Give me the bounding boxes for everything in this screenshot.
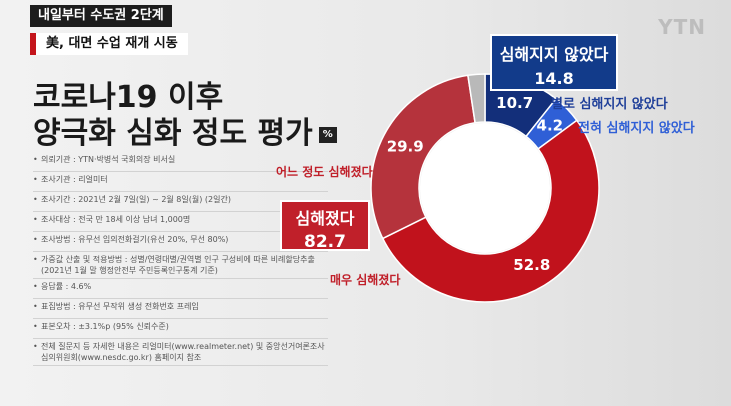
- survey-info-text: 표본오차 : ±3.1%p (95% 신뢰수준): [41, 322, 169, 331]
- bullet-icon: •: [33, 282, 38, 291]
- slice-value-2: 52.8: [513, 256, 550, 274]
- survey-info-row: • 표본오차 : ±3.1%p (95% 신뢰수준): [33, 319, 328, 339]
- slice-3: [370, 74, 476, 240]
- survey-info-row: • 의뢰기관 : YTN·박병석 국회의장 비서실: [33, 152, 328, 172]
- survey-info-row: • 전체 질문지 등 자세한 내용은 리얼미터(www.realmeter.net…: [33, 339, 328, 366]
- bullet-icon: •: [33, 322, 38, 331]
- survey-info-row: • 조사기간 : 2021년 2월 7일(일) ~ 2월 8일(월) (2일간): [33, 192, 328, 212]
- slice-label-1: 전혀 심해지지 않았다: [578, 121, 695, 136]
- group-not-worse-value: 14.8: [534, 69, 574, 88]
- survey-info-text: 조사기간 : 2021년 2월 7일(일) ~ 2월 8일(월) (2일간): [41, 195, 231, 204]
- slice-label-0: 별로 심해지지 않았다: [551, 97, 668, 112]
- bullet-icon: •: [33, 235, 38, 244]
- group-not-worse-label: 심해지지 않았다: [499, 45, 609, 64]
- survey-info-text: 표집방법 : 유무선 무작위 생성 전화번호 프레임: [41, 302, 199, 311]
- slice-value-3: 29.9: [387, 137, 424, 155]
- bullet-icon: •: [33, 215, 38, 224]
- bullet-icon: •: [33, 255, 38, 264]
- survey-info-text: 조사방법 : 유무선 임의전화걸기(유선 20%, 무선 80%): [41, 235, 229, 244]
- survey-info-text: 전체 질문지 등 자세한 내용은 리얼미터(www.realmeter.net)…: [41, 342, 325, 362]
- survey-info: • 의뢰기관 : YTN·박병석 국회의장 비서실 • 조사기관 : 리얼미터 • 조사기…: [33, 152, 328, 366]
- group-worse-label: 심해졌다: [295, 209, 355, 228]
- slice-label-3: 어느 정도 심해졌다: [276, 165, 373, 179]
- donut-hole: [420, 123, 550, 253]
- bullet-icon: •: [33, 155, 38, 164]
- slice-value-0: 10.7: [496, 94, 533, 112]
- survey-info-row: • 조사대상 : 전국 만 18세 이상 남녀 1,000명: [33, 212, 328, 232]
- survey-info-text: 조사대상 : 전국 만 18세 이상 남녀 1,000명: [41, 215, 191, 224]
- group-worse-value: 82.7: [304, 232, 346, 252]
- survey-info-text: 가중값 산출 및 적용방법 : 성별/연령대별/권역별 인구 구성비에 따른 비…: [41, 255, 315, 275]
- ticker-headline: 내일부터 수도권 2단계: [30, 5, 172, 27]
- ticker-subheadline: 美, 대면 수업 재개 시동: [30, 33, 188, 55]
- slice-value-1: 4.2: [537, 117, 564, 135]
- bullet-icon: •: [33, 195, 38, 204]
- title-line2: 양극화 심화 정도 평가: [33, 116, 313, 151]
- survey-info-row: • 조사방법 : 유무선 임의전화걸기(유선 20%, 무선 80%): [33, 232, 328, 252]
- survey-info-row: • 조사기관 : 리얼미터: [33, 172, 328, 192]
- slice-4: [467, 73, 486, 124]
- survey-info-row: • 가중값 산출 및 적용방법 : 성별/연령대별/권역별 인구 구성비에 따른 …: [33, 252, 328, 279]
- slice-label-2: 매우 심해졌다: [330, 273, 401, 287]
- title-line1: 코로나19 이후: [33, 80, 224, 115]
- survey-info-row: • 응답률 : 4.6%: [33, 279, 328, 299]
- group-box-worse: 심해졌다 82.7: [280, 200, 370, 252]
- ytn-logo: YTN: [658, 15, 706, 39]
- slice-2: [381, 119, 600, 303]
- bullet-icon: •: [33, 302, 38, 311]
- survey-info-text: 의뢰기관 : YTN·박병석 국회의장 비서실: [41, 155, 176, 164]
- bullet-icon: •: [33, 175, 38, 184]
- unit-badge: %: [318, 126, 337, 143]
- survey-info-text: 조사기관 : 리얼미터: [41, 175, 108, 184]
- group-box-not-worse: 심해지지 않았다 14.8: [490, 34, 618, 91]
- survey-info-text: 응답률 : 4.6%: [41, 282, 92, 291]
- bullet-icon: •: [33, 342, 38, 351]
- chart-title: 코로나19 이후 양극화 심화 정도 평가%: [33, 80, 337, 152]
- survey-info-row: • 표집방법 : 유무선 무작위 생성 전화번호 프레임: [33, 299, 328, 319]
